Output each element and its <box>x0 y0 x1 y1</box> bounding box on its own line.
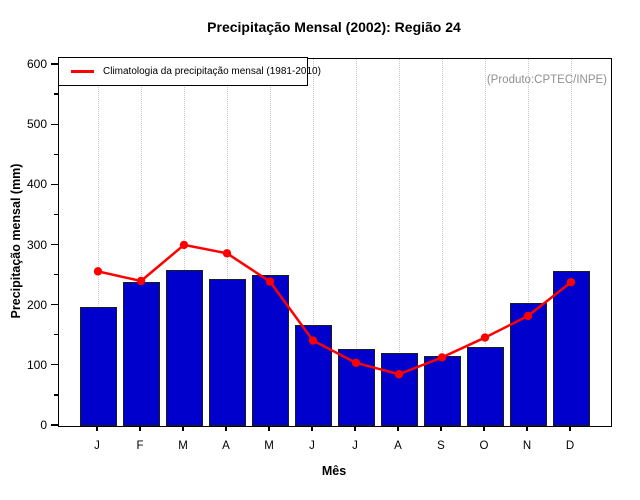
bar-N-10 <box>509 303 547 426</box>
y-minor-tick <box>54 394 58 396</box>
gridline <box>398 59 400 426</box>
x-tick <box>182 426 184 431</box>
bar-J-0 <box>79 307 117 426</box>
x-axis-title: Mês <box>321 464 347 478</box>
y-minor-tick <box>54 213 58 215</box>
y-tick-label: 600 <box>26 57 47 72</box>
y-tick-label: 100 <box>26 357 47 372</box>
climatology-point-3 <box>222 249 232 258</box>
climatology-point-6 <box>351 358 361 368</box>
x-tick <box>354 426 356 431</box>
bar-S-8 <box>423 356 461 426</box>
gridline <box>140 59 142 426</box>
climatology-point-10 <box>523 311 533 321</box>
gridline <box>226 59 228 426</box>
x-tick <box>96 426 98 431</box>
y-minor-tick <box>54 153 58 155</box>
x-tick <box>569 426 571 431</box>
climatology-point-2 <box>179 240 189 250</box>
bar-A-7 <box>380 353 418 426</box>
x-tick <box>311 426 313 431</box>
y-major-tick <box>51 183 58 185</box>
y-tick-label: 200 <box>26 297 47 312</box>
gridline <box>570 59 572 426</box>
x-tick-label-2: M <box>178 440 188 452</box>
bar-F-1 <box>122 281 160 426</box>
y-major-tick <box>51 243 58 246</box>
x-tick-label-11: D <box>565 440 575 452</box>
chart-title: Precipitação Mensal (2002): Região 24 <box>207 19 461 35</box>
legend-label: Climatologia da precipitação mensal (198… <box>103 66 321 77</box>
y-tick-label: 300 <box>26 237 47 252</box>
bar-D-11 <box>552 271 590 426</box>
gridline <box>441 59 443 426</box>
y-tick-label: 500 <box>26 117 47 132</box>
product-annotation: (Produto:CPTEC/INPE) <box>486 74 607 86</box>
y-major-tick <box>51 63 58 65</box>
x-tick <box>526 426 528 431</box>
gridline <box>97 59 99 426</box>
legend-line-sample-icon <box>71 70 94 73</box>
x-tick-label-7: A <box>394 440 402 452</box>
x-tick-label-9: O <box>479 440 489 452</box>
gridline <box>484 59 486 426</box>
climatology-point-11 <box>566 278 576 287</box>
x-tick-label-8: S <box>437 440 445 452</box>
y-major-tick <box>51 304 58 306</box>
climatology-line <box>93 240 576 379</box>
gridline <box>312 59 314 426</box>
x-tick-label-3: A <box>222 440 230 452</box>
gridline <box>269 59 271 426</box>
bar-M-2 <box>165 270 203 426</box>
plot-area <box>58 58 612 427</box>
y-major-tick <box>51 424 58 426</box>
x-tick-label-6: J <box>352 440 358 452</box>
y-minor-tick <box>54 93 58 95</box>
y-major-tick <box>51 364 58 366</box>
climatology-point-0 <box>93 267 103 276</box>
x-tick <box>440 426 442 431</box>
x-tick <box>225 426 227 431</box>
climatology-point-9 <box>480 333 490 342</box>
climatology-point-5 <box>308 336 318 345</box>
climatology-point-1 <box>136 276 146 286</box>
gridline <box>527 59 529 426</box>
climatology-point-8 <box>437 353 447 362</box>
y-major-tick <box>51 123 58 125</box>
bar-A-3 <box>208 279 246 426</box>
legend: Climatologia da precipitação mensal (198… <box>58 57 321 86</box>
x-tick <box>268 426 270 431</box>
gridline <box>355 59 357 426</box>
x-tick <box>139 426 141 431</box>
x-tick-label-4: M <box>264 440 274 452</box>
x-tick <box>397 426 399 431</box>
climatology-point-4 <box>265 277 275 286</box>
climatology-point-7 <box>394 370 404 379</box>
y-tick-label: 400 <box>26 177 47 192</box>
x-tick-label-5: J <box>309 440 315 452</box>
y-tick-label: 0 <box>40 418 47 432</box>
bar-O-9 <box>466 346 504 426</box>
y-minor-tick <box>54 334 58 336</box>
x-tick-label-10: N <box>522 440 532 452</box>
y-minor-tick <box>54 273 58 276</box>
x-tick-label-0: J <box>94 440 100 452</box>
x-tick-label-1: F <box>136 440 144 452</box>
x-tick <box>483 426 485 431</box>
